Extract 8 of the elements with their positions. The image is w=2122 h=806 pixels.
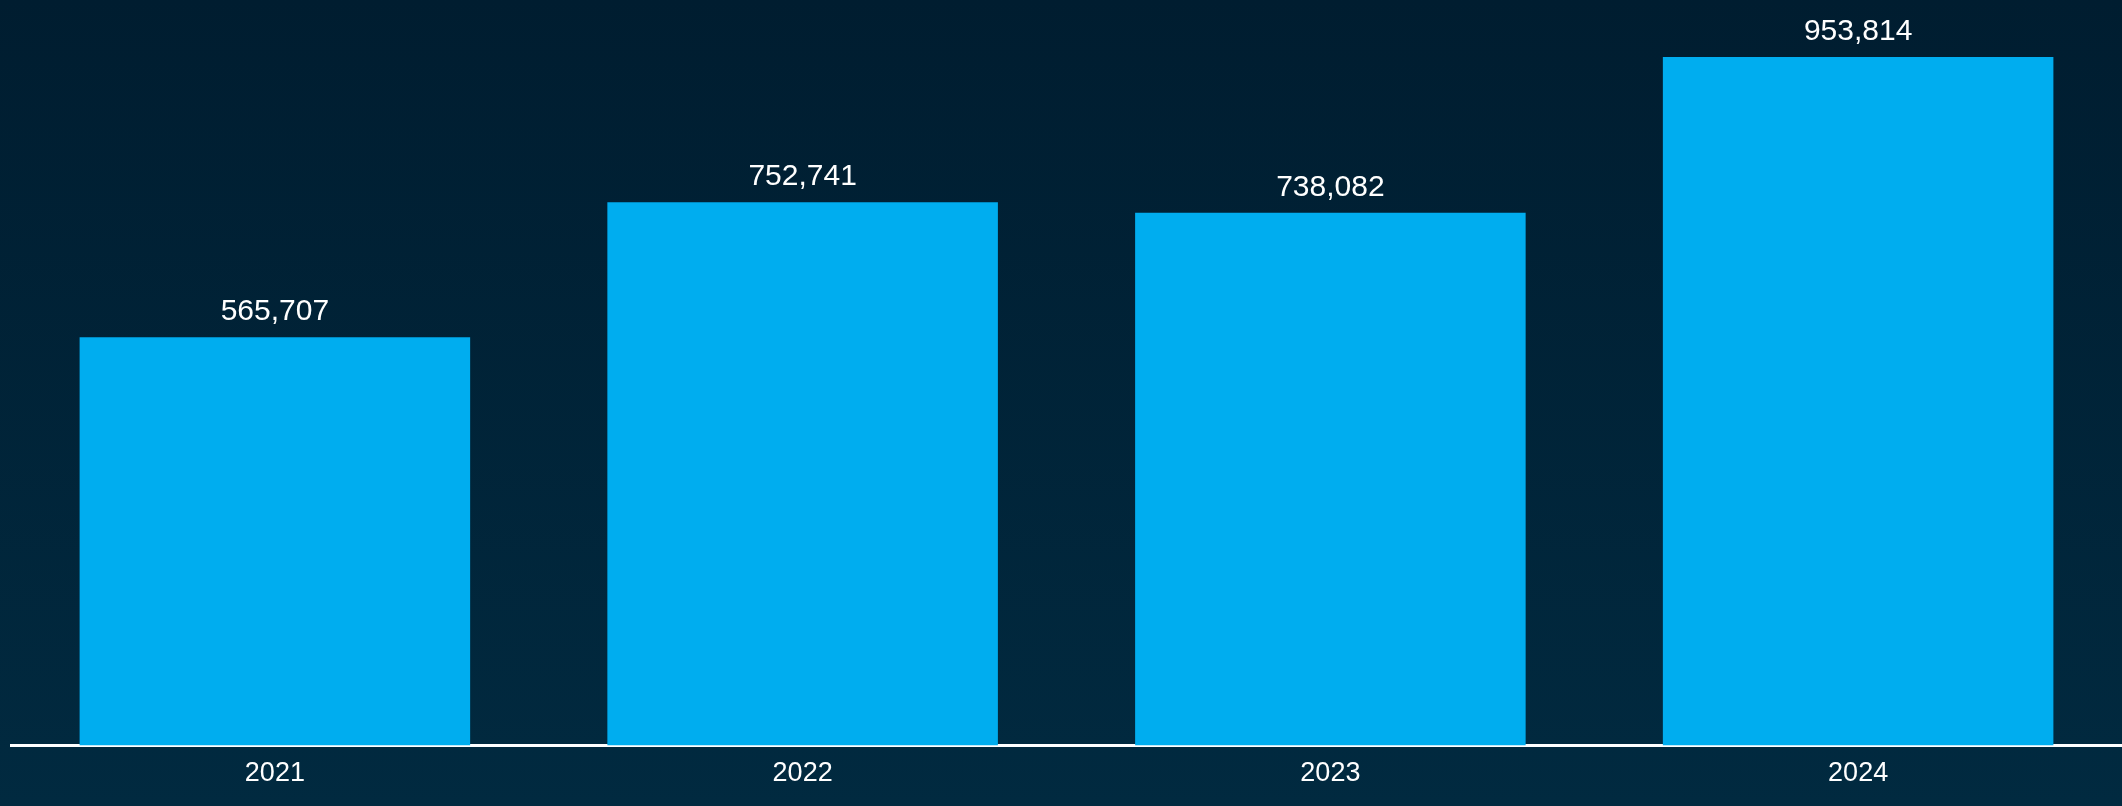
data-label: 738,082: [1276, 169, 1385, 203]
x-tick-label: 2023: [1300, 757, 1361, 788]
x-tick-label: 2022: [772, 757, 833, 788]
data-label: 565,707: [220, 293, 330, 327]
data-label: 752,741: [748, 158, 857, 192]
x-tick-label: 2021: [244, 757, 305, 788]
x-tick-label: 2024: [1828, 757, 1889, 788]
data-label: 953,814: [1803, 13, 1913, 47]
